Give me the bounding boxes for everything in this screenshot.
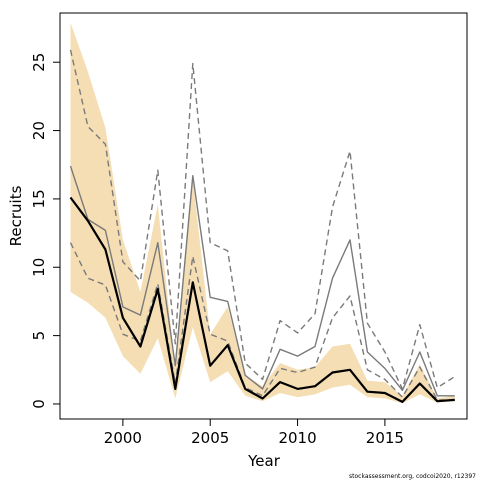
axis-layer: 2000 2005 2010 2015 0 5 10 15 20 25 (30, 53, 404, 447)
x-tick-label: 2015 (366, 429, 404, 447)
x-axis-title: Year (247, 452, 281, 470)
y-tick-label: 5 (30, 331, 48, 341)
series-layer (69, 49, 456, 403)
comparison-solid-line (69, 165, 455, 397)
confidence-band-layer (70, 22, 455, 404)
y-tick-label: 0 (30, 399, 48, 409)
x-tick-label: 2010 (278, 429, 316, 447)
comparison-dashed-line-2 (69, 49, 456, 390)
y-tick-label: 15 (30, 189, 48, 208)
x-tick-label: 2000 (104, 429, 142, 447)
y-axis-title: Recruits (7, 185, 25, 246)
confidence-band (70, 22, 455, 404)
y-tick-label: 25 (30, 53, 48, 72)
x-tick-label: 2005 (191, 429, 229, 447)
footer-credit: stockassessment.org, codcoi2020, r12397 (349, 473, 476, 480)
estimate-line (69, 196, 455, 403)
plot-frame (59, 12, 468, 420)
y-tick-label: 20 (30, 121, 48, 140)
y-tick-label: 10 (30, 258, 48, 277)
